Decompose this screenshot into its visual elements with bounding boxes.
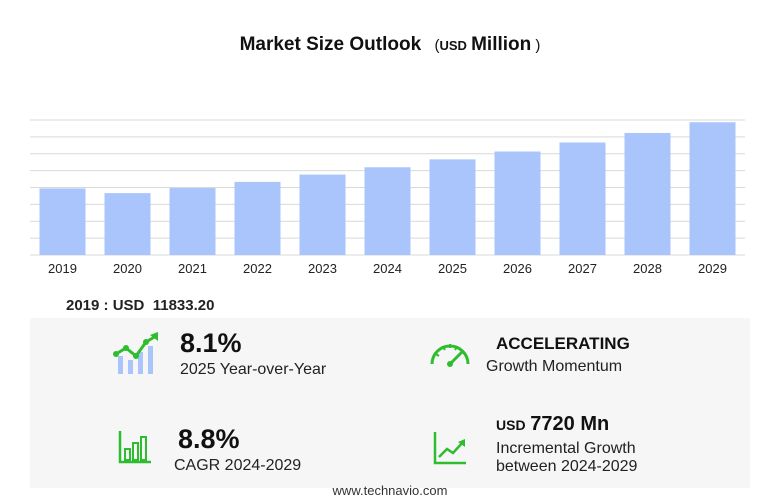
kpi-momentum: ACCELERATING Growth Momentum — [486, 334, 630, 376]
bar-2021 — [169, 188, 216, 255]
x-tick-label-2024: 2024 — [373, 261, 402, 276]
speedometer-icon — [430, 344, 470, 367]
bar-2025 — [429, 159, 476, 255]
bar-2029 — [689, 122, 736, 255]
bar-2026 — [494, 151, 541, 255]
x-tick-label-2027: 2027 — [568, 261, 597, 276]
kpi-incremental-value: USD 7720 Mn — [496, 413, 610, 435]
trend-line-icon — [433, 432, 466, 465]
kpi-yoy-label: 2025 Year-over-Year — [180, 361, 327, 378]
kpi-cagr: 8.8% CAGR 2024-2029 — [174, 424, 301, 475]
x-tick-label-2019: 2019 — [48, 261, 77, 276]
bar-2020 — [104, 193, 151, 255]
bar-2022 — [234, 181, 281, 255]
x-tick-label-2023: 2023 — [308, 261, 337, 276]
bar-chart-icon — [118, 431, 151, 464]
chart-title-main: Market Size Outlook — [239, 34, 422, 55]
chart-x-axis-labels: 2019 2020 2021 2022 2023 2024 2025 2026 2027 2028… — [48, 261, 727, 276]
kpi-momentum-value: ACCELERATING — [496, 334, 630, 353]
kpi-incremental: USD 7720 Mn Incremental Growth between 2… — [496, 413, 637, 476]
market-size-bar-chart: 2019 2020 2021 2022 2023 2024 2025 2026 2027 2028… — [30, 119, 745, 276]
kpi-cagr-label: CAGR 2024-2029 — [174, 457, 302, 474]
x-tick-label-2025: 2025 — [438, 261, 467, 276]
kpi-momentum-label: Growth Momentum — [486, 358, 623, 375]
chart-title: Market Size Outlook (USD Million ) — [0, 34, 780, 56]
kpi-incremental-label-2: between 2024-2029 — [496, 458, 638, 475]
kpi-yoy-value: 8.1% — [180, 328, 242, 358]
growth-chart-icon — [113, 332, 158, 374]
chart-bars — [39, 122, 736, 255]
kpi-incremental-label-1: Incremental Growth — [496, 440, 636, 457]
bar-2023 — [299, 174, 346, 255]
bar-2019 — [39, 188, 86, 255]
base-year-value: 2019 : USD 11833.20 — [66, 297, 215, 314]
x-tick-label-2021: 2021 — [178, 261, 207, 276]
bar-2027 — [559, 142, 606, 255]
x-tick-label-2026: 2026 — [503, 261, 532, 276]
source-footer: www.technavio.com — [332, 483, 448, 498]
x-tick-label-2029: 2029 — [698, 261, 727, 276]
bar-2028 — [624, 132, 671, 255]
kpi-yoy: 8.1% 2025 Year-over-Year — [180, 328, 326, 379]
x-tick-label-2022: 2022 — [243, 261, 272, 276]
bar-2024 — [364, 167, 411, 255]
chart-title-unit: (USD Million ) — [434, 34, 541, 55]
kpi-cagr-value: 8.8% — [178, 424, 240, 454]
x-tick-label-2028: 2028 — [633, 261, 662, 276]
x-tick-label-2020: 2020 — [113, 261, 142, 276]
